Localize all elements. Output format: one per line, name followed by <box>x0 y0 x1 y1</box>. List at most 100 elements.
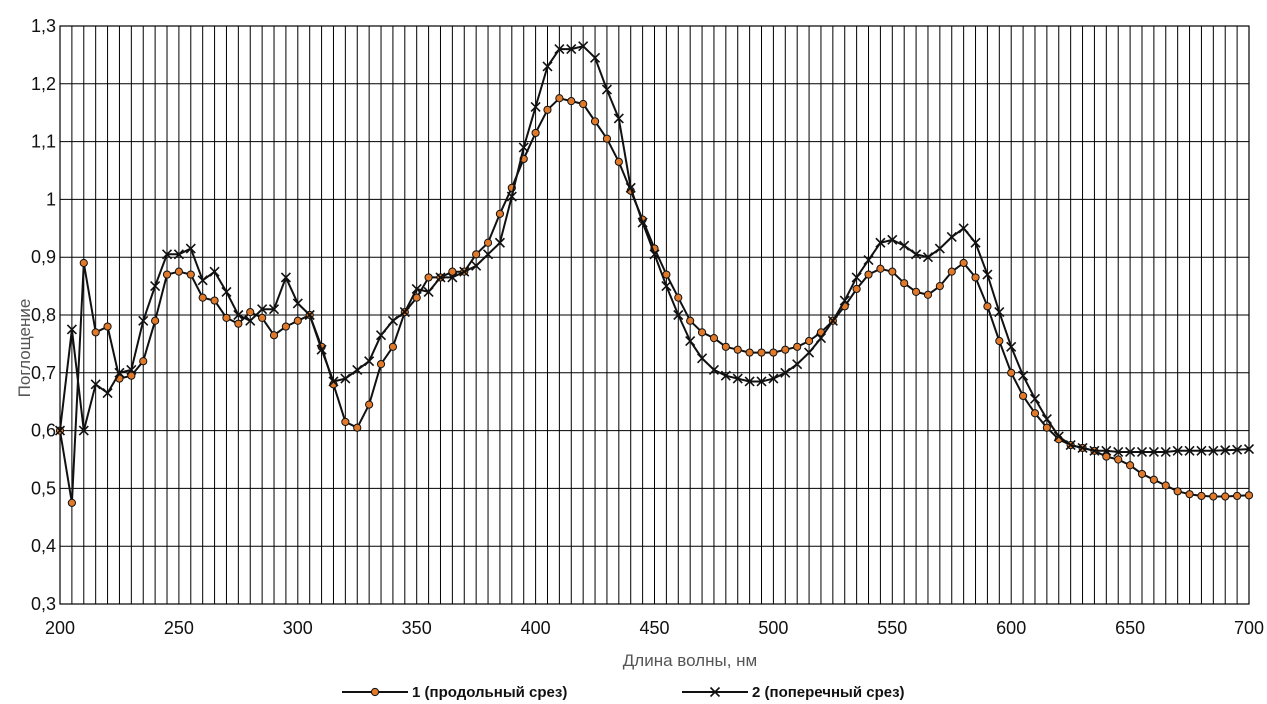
data-point <box>1221 492 1230 501</box>
data-point <box>625 182 636 193</box>
data-point <box>162 270 172 279</box>
data-point <box>1089 445 1100 456</box>
data-point <box>365 400 374 409</box>
data-point <box>696 353 708 364</box>
data-point <box>887 234 898 245</box>
data-point <box>923 290 933 299</box>
data-point <box>827 315 838 326</box>
data-point <box>246 308 255 317</box>
data-point <box>733 345 742 354</box>
data-point <box>673 309 684 321</box>
data-point <box>222 313 231 322</box>
x-tick-label: 350 <box>402 618 432 638</box>
data-point <box>1233 491 1242 501</box>
data-point <box>1160 446 1171 458</box>
data-point <box>1161 481 1170 490</box>
data-point <box>483 238 493 247</box>
data-point <box>934 243 945 254</box>
data-point <box>126 364 137 375</box>
data-point <box>1007 368 1016 377</box>
data-point <box>720 370 731 381</box>
data-point <box>661 281 672 292</box>
data-point <box>424 273 433 282</box>
data-point <box>435 272 446 283</box>
data-point <box>151 316 160 325</box>
data-point <box>922 252 934 263</box>
data-point <box>1101 445 1112 456</box>
y-tick-label: 1,2 <box>31 74 56 94</box>
data-point <box>197 275 208 286</box>
data-point <box>281 322 291 331</box>
data-point <box>90 379 101 390</box>
y-tick-label: 0,8 <box>31 305 56 325</box>
data-point <box>685 335 696 347</box>
data-point <box>1042 423 1051 432</box>
data-point <box>472 250 481 259</box>
data-point <box>174 267 183 276</box>
data-point <box>602 134 612 143</box>
data-point <box>946 231 957 243</box>
data-point <box>448 267 457 276</box>
data-point <box>804 347 815 358</box>
data-point <box>292 298 303 309</box>
x-axis-title: Длина волны, нм <box>623 651 757 670</box>
y-tick-label: 0,3 <box>31 594 56 614</box>
data-point <box>388 342 398 351</box>
data-point <box>1102 452 1111 461</box>
y-tick-label: 0,7 <box>31 363 56 383</box>
data-point <box>1196 445 1207 456</box>
data-point <box>353 423 362 432</box>
data-point <box>543 105 552 114</box>
data-point <box>257 304 268 315</box>
data-point <box>1041 413 1052 425</box>
x-tick-label: 650 <box>1115 618 1145 638</box>
data-point <box>78 425 89 436</box>
data-point <box>793 342 802 351</box>
data-point <box>863 255 874 266</box>
data-point <box>1148 446 1159 458</box>
x-tick-label: 600 <box>996 618 1026 638</box>
y-tick-label: 0,9 <box>31 247 56 267</box>
data-point <box>471 260 482 271</box>
data-point <box>280 272 291 283</box>
data-point <box>899 240 910 251</box>
data-point <box>888 267 897 276</box>
data-point <box>506 191 517 202</box>
y-tick-label: 1,3 <box>31 16 56 36</box>
data-point <box>198 293 207 302</box>
y-tick-label: 1 <box>46 189 56 209</box>
data-point <box>447 272 458 283</box>
data-point <box>756 376 767 387</box>
data-point <box>1006 341 1017 352</box>
data-point <box>1114 455 1123 464</box>
data-point <box>1053 431 1064 442</box>
data-point <box>1018 370 1029 381</box>
legend: 1 (продольный срез) 2 (поперечный срез) <box>342 684 905 701</box>
data-point <box>375 330 387 341</box>
data-point <box>482 249 494 260</box>
data-point <box>780 367 791 378</box>
data-point <box>352 364 363 375</box>
data-point <box>709 334 719 343</box>
data-point <box>258 313 267 322</box>
data-point <box>411 283 422 295</box>
legend-label: 1 (продольный срез) <box>412 684 567 701</box>
data-point <box>340 373 351 384</box>
legend-marker <box>709 686 721 698</box>
data-point <box>459 266 470 277</box>
data-point <box>601 84 613 95</box>
data-point <box>744 376 755 387</box>
data-point <box>1172 445 1183 456</box>
x-tick-label: 550 <box>877 618 907 638</box>
data-point <box>221 286 232 297</box>
data-point <box>900 279 909 288</box>
series-2 <box>54 41 1255 458</box>
data-point <box>579 99 588 109</box>
data-point <box>1065 439 1076 451</box>
data-point <box>815 333 827 344</box>
data-point <box>1029 393 1041 404</box>
data-point <box>341 417 350 427</box>
data-point <box>127 371 136 380</box>
y-tick-label: 1,1 <box>31 132 56 152</box>
data-point <box>1197 491 1206 501</box>
